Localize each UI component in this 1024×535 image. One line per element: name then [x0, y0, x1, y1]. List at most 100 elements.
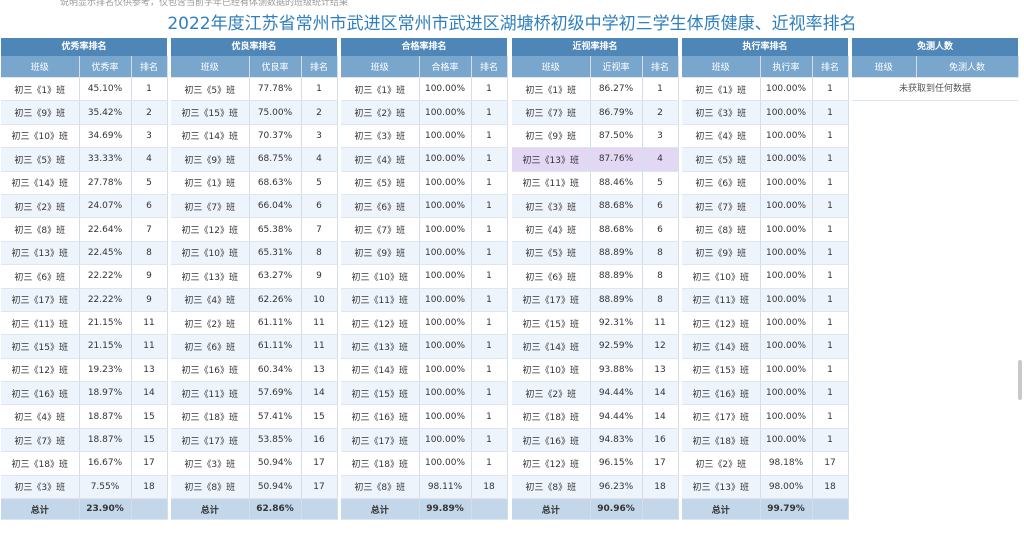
table-row[interactable]: 初三《12》班 100.00% 1: [341, 311, 508, 336]
table-row[interactable]: 初三《2》班 98.18% 17: [682, 451, 849, 476]
table-row[interactable]: 初三《17》班 22.22% 9: [1, 288, 168, 312]
table-row[interactable]: 初三《14》班 92.59% 12: [512, 334, 679, 359]
table-row[interactable]: 初三《1》班 86.27% 1: [512, 77, 679, 102]
table-row[interactable]: 初三《18》班 94.44% 14: [512, 404, 679, 429]
table-row[interactable]: 初三《7》班 18.87% 15: [1, 428, 168, 453]
table-row[interactable]: 初三《17》班 88.89% 8: [512, 288, 679, 312]
table-row[interactable]: 初三《16》班 94.83% 16: [512, 428, 679, 453]
table-row[interactable]: 初三《9》班 35.42% 2: [1, 100, 168, 125]
value-cell: 61.11%: [249, 311, 302, 336]
table-row[interactable]: 初三《6》班 100.00% 1: [341, 194, 508, 219]
table-row[interactable]: 初三《9》班 87.50% 3: [512, 124, 679, 149]
table-row[interactable]: 初三《18》班 57.41% 15: [171, 404, 338, 429]
table-row[interactable]: 初三《7》班 100.00% 1: [341, 217, 508, 242]
table-row[interactable]: 初三《14》班 100.00% 1: [682, 334, 849, 359]
table-row[interactable]: 初三《14》班 27.78% 5: [1, 171, 168, 195]
table-row[interactable]: 初三《3》班 100.00% 1: [341, 124, 508, 149]
table-row[interactable]: 初三《17》班 100.00% 1: [341, 428, 508, 453]
table-row[interactable]: 初三《15》班 75.00% 2: [171, 100, 338, 125]
table-row[interactable]: 初三《9》班 68.75% 4: [171, 147, 338, 172]
table-row[interactable]: 初三《11》班 100.00% 1: [341, 288, 508, 312]
table-row[interactable]: 初三《11》班 88.46% 5: [512, 171, 679, 195]
table-row[interactable]: 初三《14》班 100.00% 1: [341, 358, 508, 383]
table-row[interactable]: 初三《3》班 100.00% 1: [682, 100, 849, 125]
table-row[interactable]: 初三《9》班 100.00% 1: [682, 241, 849, 266]
table-row[interactable]: 初三《1》班 100.00% 1: [682, 77, 849, 102]
table-row[interactable]: 初三《15》班 92.31% 11: [512, 311, 679, 336]
table-row[interactable]: 初三《10》班 100.00% 1: [341, 264, 508, 289]
table-row[interactable]: 初三《13》班 87.76% 4: [512, 147, 679, 172]
table-row[interactable]: 初三《8》班 22.64% 7: [1, 217, 168, 242]
table-row[interactable]: 初三《13》班 22.45% 8: [1, 241, 168, 266]
table-row[interactable]: 初三《16》班 18.97% 14: [1, 381, 168, 406]
table-row[interactable]: 初三《13》班 63.27% 9: [171, 264, 338, 289]
table-row[interactable]: 初三《12》班 65.38% 7: [171, 217, 338, 242]
table-row[interactable]: 初三《8》班 98.11% 18: [341, 475, 508, 500]
table-row[interactable]: 初三《7》班 86.79% 2: [512, 100, 679, 125]
table-row[interactable]: 初三《2》班 61.11% 11: [171, 311, 338, 336]
table-row[interactable]: 初三《5》班 33.33% 4: [1, 147, 168, 172]
table-row[interactable]: 初三《15》班 21.15% 11: [1, 334, 168, 359]
table-row[interactable]: 初三《10》班 65.31% 8: [171, 241, 338, 266]
table-row[interactable]: 初三《15》班 100.00% 1: [341, 381, 508, 406]
table-row[interactable]: 初三《6》班 88.89% 8: [512, 264, 679, 289]
table-row[interactable]: 初三《10》班 100.00% 1: [682, 264, 849, 289]
table-row[interactable]: 初三《4》班 100.00% 1: [341, 147, 508, 172]
table-row[interactable]: 初三《6》班 61.11% 11: [171, 334, 338, 359]
table-row[interactable]: 初三《1》班 45.10% 1: [1, 77, 168, 102]
table-row[interactable]: 初三《13》班 100.00% 1: [341, 334, 508, 359]
scrollbar[interactable]: [1018, 360, 1022, 400]
table-row[interactable]: 初三《5》班 100.00% 1: [341, 171, 508, 195]
table-row[interactable]: 初三《5》班 88.89% 8: [512, 241, 679, 266]
class-cell: 初三《17》班: [341, 428, 420, 453]
table-row[interactable]: 初三《3》班 88.68% 6: [512, 194, 679, 219]
table-row[interactable]: 初三《11》班 21.15% 11: [1, 311, 168, 336]
table-row[interactable]: 初三《16》班 60.34% 13: [171, 358, 338, 383]
table-row[interactable]: 初三《18》班 100.00% 1: [341, 451, 508, 476]
table-row[interactable]: 初三《7》班 66.04% 6: [171, 194, 338, 219]
table-row[interactable]: 初三《11》班 57.69% 14: [171, 381, 338, 406]
table-row[interactable]: 初三《6》班 100.00% 1: [682, 171, 849, 195]
table-row[interactable]: 初三《1》班 68.63% 5: [171, 171, 338, 195]
table-row[interactable]: 初三《5》班 100.00% 1: [682, 147, 849, 172]
table-row[interactable]: 初三《2》班 24.07% 6: [1, 194, 168, 219]
table-row[interactable]: 初三《4》班 18.87% 15: [1, 404, 168, 429]
table-row[interactable]: 初三《11》班 100.00% 1: [682, 288, 849, 312]
class-cell: 初三《8》班: [682, 217, 761, 242]
table-row[interactable]: 初三《6》班 22.22% 9: [1, 264, 168, 289]
class-cell: 初三《12》班: [682, 311, 761, 336]
table-row[interactable]: 初三《4》班 100.00% 1: [682, 124, 849, 149]
table-row[interactable]: 初三《2》班 94.44% 14: [512, 381, 679, 406]
table-row[interactable]: 初三《4》班 88.68% 6: [512, 217, 679, 242]
table-row[interactable]: 初三《16》班 100.00% 1: [341, 404, 508, 429]
table-row[interactable]: 初三《17》班 100.00% 1: [682, 404, 849, 429]
value-cell: 98.11%: [419, 475, 472, 500]
table-row[interactable]: 初三《17》班 53.85% 16: [171, 428, 338, 453]
table-row[interactable]: 初三《12》班 19.23% 13: [1, 358, 168, 383]
table-row[interactable]: 初三《16》班 100.00% 1: [682, 381, 849, 406]
rank-cell: 7: [131, 217, 168, 242]
value-cell: 65.31%: [249, 241, 302, 266]
table-row[interactable]: 初三《8》班 96.23% 18: [512, 475, 679, 500]
table-row[interactable]: 初三《12》班 100.00% 1: [682, 311, 849, 336]
class-cell: 初三《3》班: [512, 194, 591, 219]
table-row[interactable]: 初三《12》班 96.15% 17: [512, 451, 679, 476]
table-row[interactable]: 初三《3》班 50.94% 17: [171, 451, 338, 476]
table-row[interactable]: 初三《7》班 100.00% 1: [682, 194, 849, 219]
table-row[interactable]: 初三《3》班 7.55% 18: [1, 475, 168, 500]
table-row[interactable]: 初三《5》班 77.78% 1: [171, 77, 338, 102]
table-row[interactable]: 初三《8》班 50.94% 17: [171, 475, 338, 500]
table-row[interactable]: 初三《18》班 16.67% 17: [1, 451, 168, 476]
table-row[interactable]: 初三《1》班 100.00% 1: [341, 77, 508, 102]
table-row[interactable]: 初三《13》班 98.00% 18: [682, 475, 849, 500]
table-row[interactable]: 初三《15》班 100.00% 1: [682, 358, 849, 383]
table-row[interactable]: 初三《10》班 34.69% 3: [1, 124, 168, 149]
table-row[interactable]: 初三《18》班 100.00% 1: [682, 428, 849, 453]
table-row[interactable]: 初三《14》班 70.37% 3: [171, 124, 338, 149]
class-cell: 初三《5》班: [1, 147, 80, 172]
table-row[interactable]: 初三《4》班 62.26% 10: [171, 288, 338, 312]
table-row[interactable]: 初三《8》班 100.00% 1: [682, 217, 849, 242]
table-row[interactable]: 初三《10》班 93.88% 13: [512, 358, 679, 383]
table-row[interactable]: 初三《2》班 100.00% 1: [341, 100, 508, 125]
table-row[interactable]: 初三《9》班 100.00% 1: [341, 241, 508, 266]
